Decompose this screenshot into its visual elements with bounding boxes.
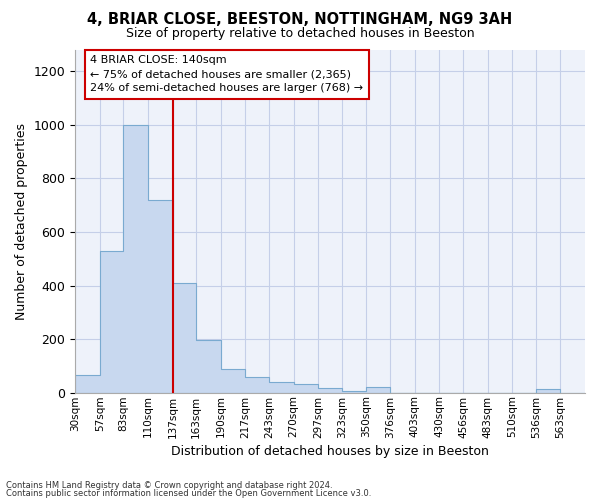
Text: Contains public sector information licensed under the Open Government Licence v3: Contains public sector information licen… [6,489,371,498]
Text: Size of property relative to detached houses in Beeston: Size of property relative to detached ho… [125,28,475,40]
Text: 4 BRIAR CLOSE: 140sqm
← 75% of detached houses are smaller (2,365)
24% of semi-d: 4 BRIAR CLOSE: 140sqm ← 75% of detached … [91,55,364,93]
Text: 4, BRIAR CLOSE, BEESTON, NOTTINGHAM, NG9 3AH: 4, BRIAR CLOSE, BEESTON, NOTTINGHAM, NG9… [88,12,512,28]
X-axis label: Distribution of detached houses by size in Beeston: Distribution of detached houses by size … [171,444,489,458]
Text: Contains HM Land Registry data © Crown copyright and database right 2024.: Contains HM Land Registry data © Crown c… [6,480,332,490]
Y-axis label: Number of detached properties: Number of detached properties [15,123,28,320]
